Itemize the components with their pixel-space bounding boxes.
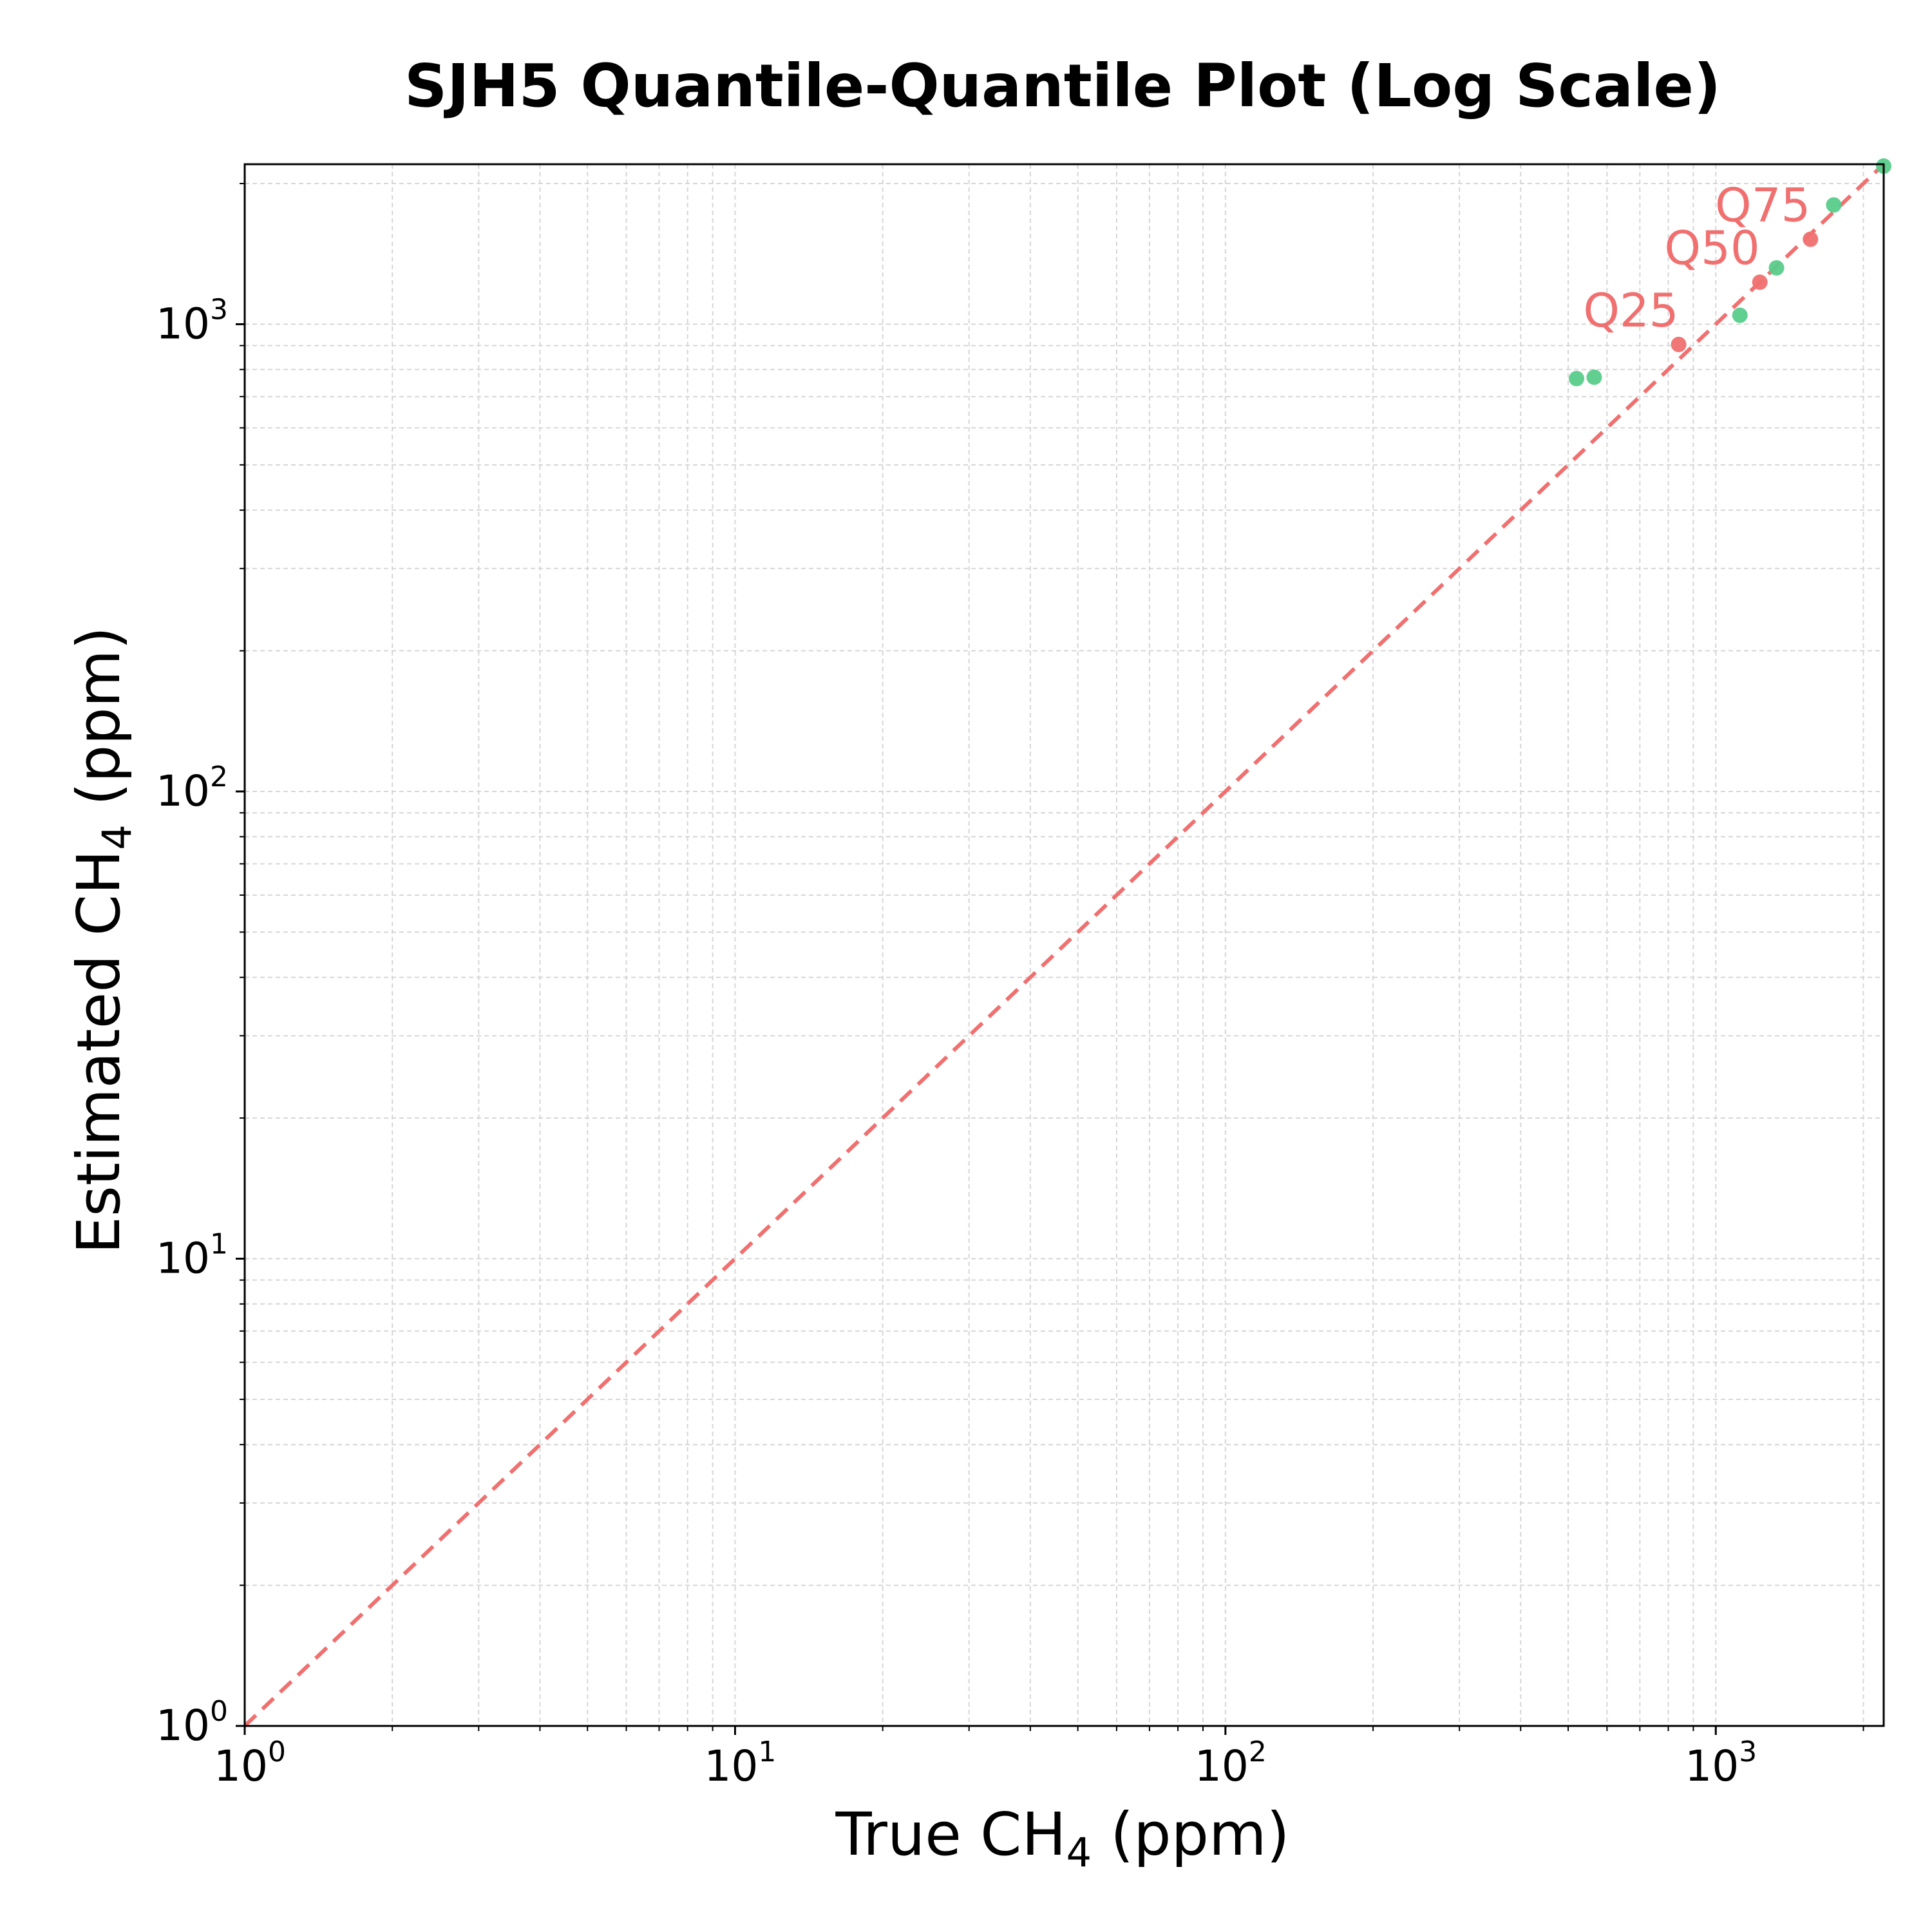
y-axis-label-main: Estimated CH bbox=[64, 850, 133, 1254]
data-point bbox=[1803, 231, 1819, 247]
y-tick-label-base: 10 bbox=[156, 766, 210, 816]
data-point bbox=[1768, 260, 1785, 276]
data-point bbox=[1826, 197, 1842, 213]
data-point bbox=[1671, 336, 1687, 352]
y-tick-label: 103 bbox=[156, 293, 228, 348]
x-tick-label-exponent: 1 bbox=[758, 1736, 776, 1768]
x-tick-label: 103 bbox=[1685, 1736, 1757, 1791]
y-axis-label: Estimated CH4 (ppm) bbox=[64, 627, 140, 1254]
x-tick-label-base: 10 bbox=[1195, 1741, 1249, 1791]
quantile-label: Q75 bbox=[1715, 178, 1810, 232]
chart-title: SJH5 Quantile-Quantile Plot (Log Scale) bbox=[404, 52, 1721, 120]
x-axis-label-main: True CH bbox=[835, 1800, 1066, 1869]
quantile-label: Q25 bbox=[1583, 283, 1678, 337]
data-point bbox=[1569, 370, 1585, 386]
grid bbox=[244, 164, 1884, 1727]
x-tick-label: 100 bbox=[214, 1736, 286, 1791]
points-layer bbox=[1569, 158, 1891, 386]
x-tick-label-base: 10 bbox=[214, 1741, 268, 1791]
reference-line-layer bbox=[243, 162, 1886, 1728]
y-tick-label-base: 10 bbox=[156, 1233, 210, 1283]
y-tick-label: 102 bbox=[156, 761, 228, 816]
y-axis-label-sub: 4 bbox=[93, 824, 140, 849]
x-axis-label-suffix: (ppm) bbox=[1092, 1800, 1289, 1869]
y-tick-label-base: 10 bbox=[156, 299, 210, 348]
y-tick-label-base: 10 bbox=[156, 1701, 210, 1750]
data-point bbox=[1752, 274, 1768, 290]
x-tick-label: 102 bbox=[1195, 1736, 1267, 1791]
y-tick-label: 100 bbox=[156, 1695, 228, 1750]
y-axis-label-suffix: (ppm) bbox=[64, 627, 133, 824]
data-point bbox=[1732, 307, 1748, 323]
y-tick-label-exponent: 1 bbox=[210, 1227, 228, 1260]
data-point bbox=[1586, 369, 1602, 385]
y-tick-label-exponent: 3 bbox=[210, 293, 228, 326]
y-tick-label: 101 bbox=[156, 1227, 228, 1283]
x-tick-label-exponent: 3 bbox=[1739, 1736, 1757, 1768]
x-tick-label: 101 bbox=[704, 1736, 776, 1791]
x-tick-label-exponent: 0 bbox=[268, 1736, 286, 1768]
x-axis-label-sub: 4 bbox=[1066, 1829, 1092, 1876]
y-tick-label-exponent: 2 bbox=[210, 761, 228, 793]
x-tick-label-base: 10 bbox=[704, 1741, 758, 1791]
reference-line bbox=[243, 162, 1886, 1728]
x-tick-label-exponent: 2 bbox=[1249, 1736, 1267, 1768]
y-tick-label-exponent: 0 bbox=[210, 1695, 228, 1728]
quantile-label: Q50 bbox=[1664, 221, 1759, 275]
plot-frame bbox=[243, 163, 1885, 1727]
x-tick-label-base: 10 bbox=[1685, 1741, 1739, 1791]
x-axis-label: True CH4 (ppm) bbox=[835, 1800, 1290, 1876]
